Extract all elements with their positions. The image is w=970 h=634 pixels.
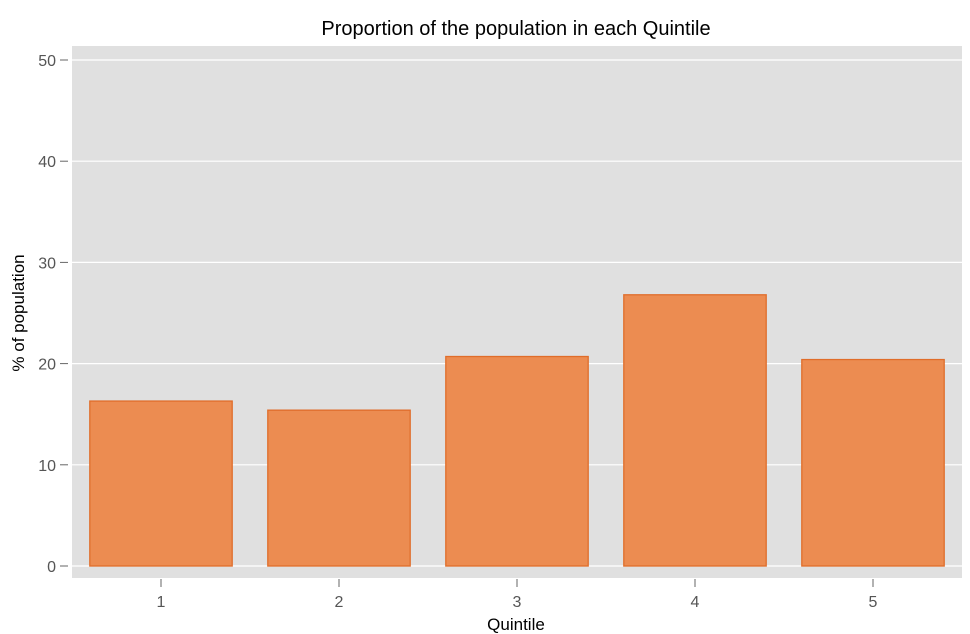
x-tick-label-4: 4: [691, 594, 700, 611]
x-tick-label-5: 5: [869, 594, 878, 611]
bar-quintile-2: [267, 409, 411, 567]
y-tick-label-40: 40: [38, 154, 56, 171]
bar-quintile-1: [89, 400, 233, 567]
y-tick-label-50: 50: [38, 53, 56, 70]
y-tick-label-0: 0: [47, 559, 56, 576]
x-tick-label-1: 1: [157, 594, 166, 611]
bar-quintile-4: [623, 294, 767, 567]
bars: [89, 294, 945, 567]
y-axis: 0 10 20 30 40 50: [38, 53, 68, 576]
x-axis-title: Quintile: [487, 615, 545, 634]
bar-quintile-3: [445, 355, 589, 567]
bar-quintile-5: [801, 358, 945, 567]
x-axis: 1 2 3 4 5: [157, 579, 878, 611]
chart-title: Proportion of the population in each Qui…: [321, 18, 710, 40]
y-tick-label-10: 10: [38, 458, 56, 475]
y-tick-label-30: 30: [38, 255, 56, 272]
x-tick-label-3: 3: [513, 594, 522, 611]
y-tick-label-20: 20: [38, 357, 56, 374]
x-tick-label-2: 2: [335, 594, 344, 611]
y-axis-title: % of population: [9, 254, 28, 371]
